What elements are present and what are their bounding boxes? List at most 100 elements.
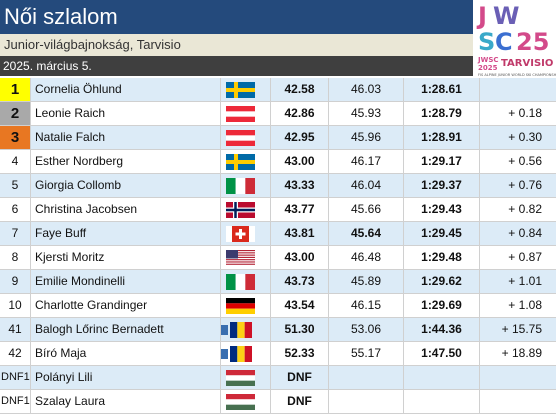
total-time: 1:29.48 xyxy=(404,246,480,269)
sweden-flag-icon xyxy=(226,82,255,98)
athlete-name: Charlotte Grandinger xyxy=(31,294,221,317)
time-difference xyxy=(480,78,556,101)
sweden-flag-icon xyxy=(226,154,255,170)
run2-time: 45.96 xyxy=(329,126,404,149)
run1-time: DNF xyxy=(271,390,329,413)
run1-time: 51.30 xyxy=(271,318,329,341)
total-time: 1:29.37 xyxy=(404,174,480,197)
run2-time: 46.17 xyxy=(329,150,404,173)
svg-text:J: J xyxy=(476,2,487,30)
rank-cell: DNF1 xyxy=(0,390,31,413)
time-difference: + 0.76 xyxy=(508,178,542,192)
run2-time: 46.03 xyxy=(329,78,404,101)
svg-text:25: 25 xyxy=(516,28,549,56)
flag-cell xyxy=(221,126,271,149)
rank-cell: DNF1 xyxy=(0,366,31,389)
italy-flag-icon xyxy=(226,178,255,194)
table-row: 1 Cornelia Öhlund 42.58 46.03 1:28.61 xyxy=(0,78,556,102)
norway-flag-icon xyxy=(226,202,255,218)
table-row: 10 Charlotte Grandinger 43.54 46.15 1:29.69 +… xyxy=(0,294,556,318)
rank-cell: 42 xyxy=(0,342,31,365)
time-difference: + 1.01 xyxy=(508,274,542,288)
svg-text:2025: 2025 xyxy=(478,64,498,72)
rank-cell: 4 xyxy=(0,150,31,173)
flag-cell xyxy=(221,318,271,341)
athlete-name: Cornelia Öhlund xyxy=(31,78,221,101)
svg-text:FIS ALPINE JUNIOR WORLD SKI CH: FIS ALPINE JUNIOR WORLD SKI CHAMPIONSHIP… xyxy=(478,73,556,77)
time-difference xyxy=(480,366,556,389)
switzerland-flag-icon xyxy=(226,226,255,242)
athlete-name: Bíró Maja xyxy=(31,342,221,365)
run2-time: 45.64 xyxy=(329,222,404,245)
results-table: 1 Cornelia Öhlund 42.58 46.03 1:28.61 2 Leonie… xyxy=(0,78,556,414)
table-row: 6 Christina Jacobsen 43.77 45.66 1:29.43 + 0.… xyxy=(0,198,556,222)
italy-flag-icon xyxy=(226,274,255,290)
eu-romania-flag-icon xyxy=(221,322,255,338)
time-difference: + 15.75 xyxy=(501,322,542,336)
austria-flag-icon xyxy=(226,130,255,146)
rank-cell: 5 xyxy=(0,174,31,197)
jwsc-logo: J W S C 25 JWSC 2025 TARVISIO FIS ALPINE… xyxy=(473,0,556,78)
total-time: 1:29.17 xyxy=(404,150,480,173)
rank-cell: 41 xyxy=(0,318,31,341)
time-difference: + 18.89 xyxy=(501,346,542,360)
svg-text:W: W xyxy=(493,2,519,30)
rank-cell: 7 xyxy=(0,222,31,245)
athlete-name: Kjersti Moritz xyxy=(31,246,221,269)
flag-cell xyxy=(221,198,271,221)
athlete-name: Giorgia Collomb xyxy=(31,174,221,197)
run2-time: 45.89 xyxy=(329,270,404,293)
table-row: 7 Faye Buff 43.81 45.64 1:29.45 + 0.84 xyxy=(0,222,556,246)
total-time: 1:47.50 xyxy=(404,342,480,365)
flag-cell xyxy=(221,246,271,269)
time-difference xyxy=(480,390,556,413)
rank-cell: 10 xyxy=(0,294,31,317)
athlete-name: Balogh Lőrinc Bernadett xyxy=(31,318,221,341)
page-title: Női szlalom xyxy=(0,0,473,34)
run1-time: 43.81 xyxy=(271,222,329,245)
time-difference: + 1.08 xyxy=(508,298,542,312)
total-time: 1:28.61 xyxy=(404,78,480,101)
table-row: 42 Bíró Maja 52.33 55.17 1:47.50 + 18.89 xyxy=(0,342,556,366)
run2-time: 46.15 xyxy=(329,294,404,317)
usa-flag-icon xyxy=(226,250,255,266)
table-row: 9 Emilie Mondinelli 43.73 45.89 1:29.62 + 1.0… xyxy=(0,270,556,294)
time-difference: + 0.87 xyxy=(508,250,542,264)
table-row: 4 Esther Nordberg 43.00 46.17 1:29.17 + 0.56 xyxy=(0,150,556,174)
run1-time: 43.73 xyxy=(271,270,329,293)
eu-romania-flag-icon xyxy=(221,346,255,362)
total-time: 1:29.69 xyxy=(404,294,480,317)
table-row: 3 Natalie Falch 42.95 45.96 1:28.91 + 0.30 xyxy=(0,126,556,150)
run2-time: 45.66 xyxy=(329,198,404,221)
germany-flag-icon xyxy=(226,298,255,314)
table-row: 5 Giorgia Collomb 43.33 46.04 1:29.37 + 0.76 xyxy=(0,174,556,198)
svg-text:JWSC: JWSC xyxy=(477,56,499,64)
flag-cell xyxy=(221,150,271,173)
athlete-name: Polányi Lili xyxy=(31,366,221,389)
total-time xyxy=(404,390,480,413)
rank-cell: 3 xyxy=(0,126,31,149)
run2-time: 55.17 xyxy=(329,342,404,365)
run1-time: 52.33 xyxy=(271,342,329,365)
rank-cell: 9 xyxy=(0,270,31,293)
run1-time: 43.33 xyxy=(271,174,329,197)
athlete-name: Christina Jacobsen xyxy=(31,198,221,221)
total-time: 1:29.45 xyxy=(404,222,480,245)
time-difference: + 0.56 xyxy=(508,154,542,168)
run2-time xyxy=(329,390,404,413)
athlete-name: Faye Buff xyxy=(31,222,221,245)
run1-time: DNF xyxy=(271,366,329,389)
flag-cell xyxy=(221,270,271,293)
table-row: DNF1 Szalay Laura DNF xyxy=(0,390,556,414)
run1-time: 42.58 xyxy=(271,78,329,101)
flag-cell xyxy=(221,366,271,389)
austria-flag-icon xyxy=(226,106,255,122)
athlete-name: Natalie Falch xyxy=(31,126,221,149)
run2-time: 46.48 xyxy=(329,246,404,269)
hungary-flag-icon xyxy=(226,370,255,386)
athlete-name: Leonie Raich xyxy=(31,102,221,125)
svg-text:S: S xyxy=(478,28,495,56)
time-difference: + 0.84 xyxy=(508,226,542,240)
run1-time: 42.86 xyxy=(271,102,329,125)
run2-time: 45.93 xyxy=(329,102,404,125)
